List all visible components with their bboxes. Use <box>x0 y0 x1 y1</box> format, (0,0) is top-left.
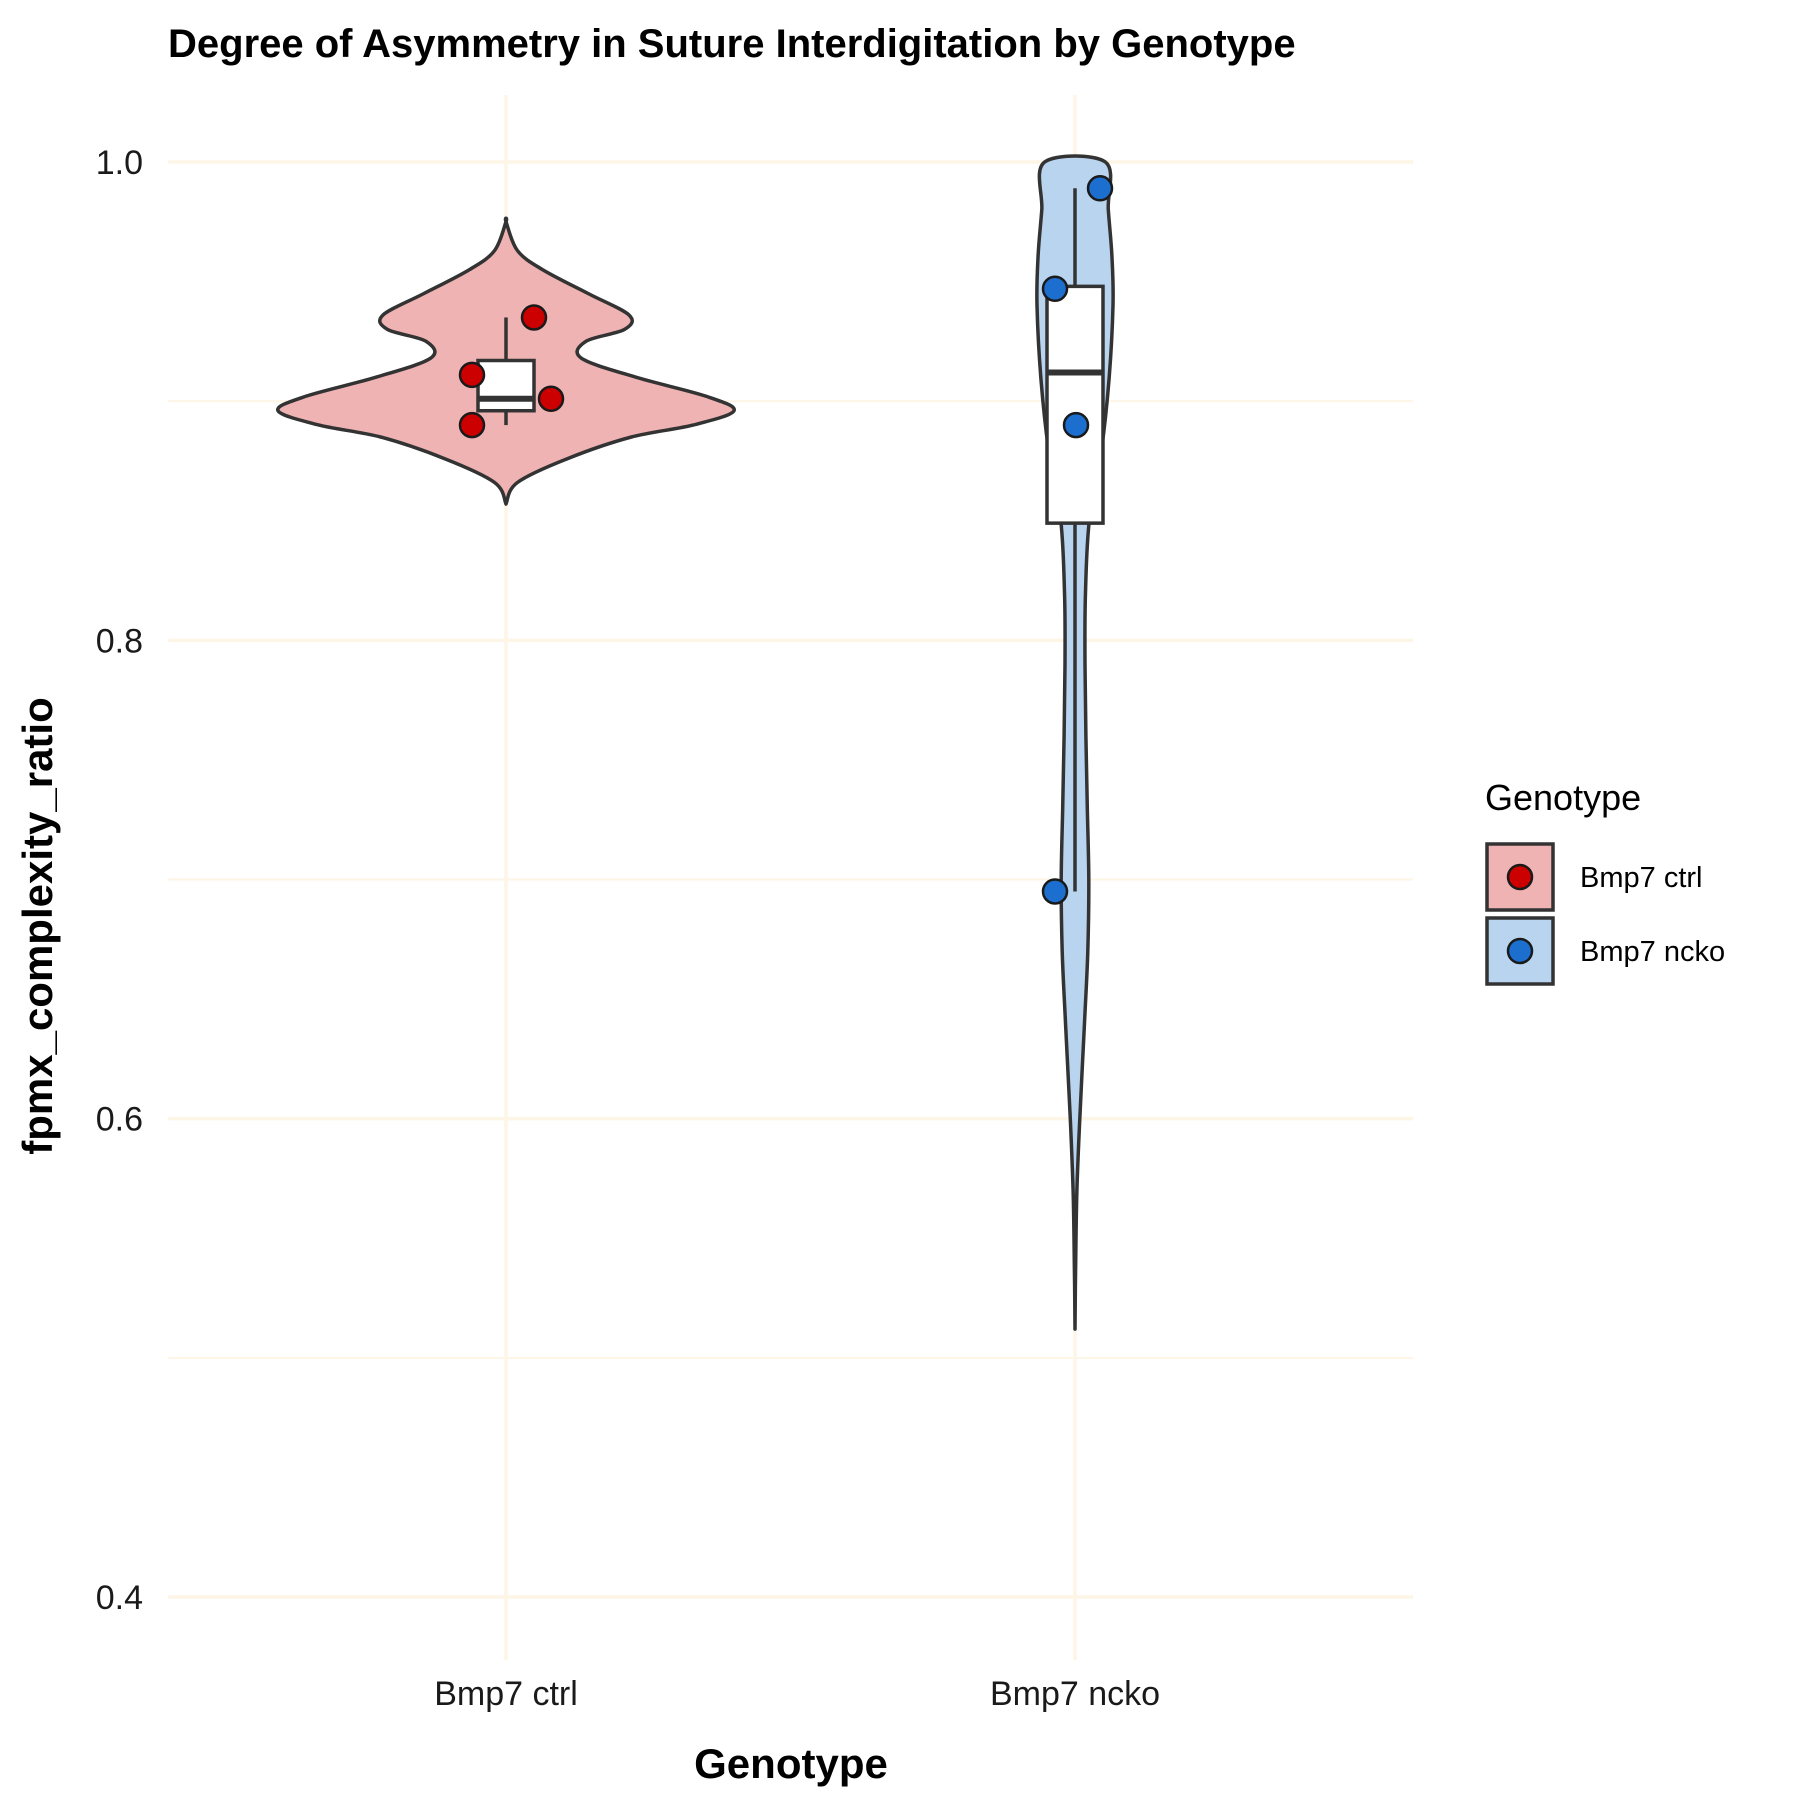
data-point-1-2 <box>1041 275 1069 303</box>
x-tick-label-0: Bmp7 ctrl <box>434 1675 578 1713</box>
y-tick-label-3: 1.0 <box>96 144 143 182</box>
legend-items: Bmp7 ctrl Bmp7 ncko <box>1485 842 1725 986</box>
data-point-0-0 <box>458 411 486 439</box>
y-tick-label-2: 0.8 <box>96 622 143 660</box>
y-tick-label-1: 0.6 <box>96 1101 143 1139</box>
legend-marker-1 <box>1506 937 1534 965</box>
data-point-0-1 <box>520 304 548 331</box>
data-point-1-3 <box>1086 175 1114 202</box>
box-1 <box>1045 284 1105 525</box>
box-0 <box>476 358 536 413</box>
y-tick-label-0: 0.4 <box>96 1579 143 1617</box>
violin-layer <box>276 154 1115 1331</box>
x-axis-ticks: Bmp7 ctrl Bmp7 ncko <box>434 1675 1160 1713</box>
data-point-1-0 <box>1041 878 1069 905</box>
legend-label-0: Bmp7 ctrl <box>1580 862 1702 894</box>
legend-key-0 <box>1485 842 1555 912</box>
y-axis-title: fpmx_complexity_ratio <box>14 697 61 1155</box>
legend-title: Genotype <box>1485 777 1641 818</box>
chart-title: Degree of Asymmetry in Suture Interdigit… <box>168 22 1296 66</box>
data-point-0-2 <box>537 385 565 413</box>
data-point-1-1 <box>1062 411 1090 439</box>
legend-marker-0 <box>1506 863 1534 891</box>
x-tick-label-1: Bmp7 ncko <box>990 1675 1160 1713</box>
y-axis-ticks: 0.4 0.6 0.8 1.0 <box>96 144 143 1617</box>
data-point-0-3 <box>458 361 486 389</box>
legend-label-1: Bmp7 ncko <box>1580 936 1725 968</box>
grid-layer <box>168 95 1413 1660</box>
x-axis-title: Genotype <box>694 1740 888 1787</box>
boxplot-layer <box>476 188 1105 892</box>
legend: Genotype Bmp7 ctrl Bmp7 ncko <box>1485 777 1725 986</box>
points-layer <box>458 175 1114 905</box>
